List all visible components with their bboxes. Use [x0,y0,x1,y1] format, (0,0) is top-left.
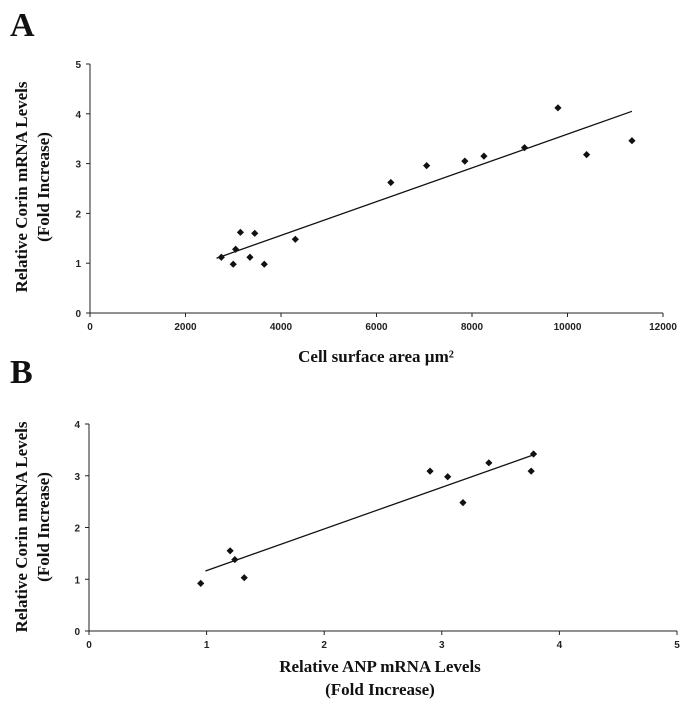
panel-a-data-point [583,151,591,159]
panel-a-x-tick-label: 0 [87,322,93,333]
panel-a-data-point [236,228,245,236]
panel-a-data-point [461,157,469,165]
panel-a-data-point [232,245,240,253]
panel-b-trendline [205,453,537,572]
panel-b-data-point [444,473,452,481]
panel-a-data-point [246,253,254,261]
panel-a-y-tick-label: 2 [75,209,81,220]
panel-b-x-axis-label-line2: (Fold Increase) [325,680,435,699]
panel-b-y-axis-label-line1: Relative Corin mRNA Levels [12,421,31,632]
panel-a-y-tick-label: 3 [75,160,81,171]
panel-a-data-point [251,229,259,237]
panel-b-data-point [529,450,538,458]
panel-a: A Relative Corin mRNA Levels (Fold Incre… [10,7,677,366]
panel-b-x-tick-label: 3 [439,640,445,651]
panel-b-x-tick-label: 4 [557,640,563,651]
panel-b-y-tick-label: 2 [74,524,80,535]
panel-b-x-tick-label: 1 [204,640,210,651]
panel-b-data-point [240,574,248,582]
panel-a-y-tick-label: 0 [75,309,81,320]
panel-letter-b: B [10,354,33,391]
panel-letter-a: A [10,7,35,44]
panel-a-x-tick-label: 12000 [649,322,677,333]
panel-b-x-tick-label: 2 [321,640,327,651]
panel-a-data-point [423,161,431,170]
panel-b: B Relative Corin mRNA Levels (Fold Incre… [10,354,680,699]
panel-b-x-axis-label-line1: Relative ANP mRNA Levels [279,657,481,676]
panel-a-y-tick-label: 5 [75,60,81,71]
panel-a-data-point [217,253,225,261]
panel-a-data-point [480,152,488,160]
panel-b-data-point [459,499,467,507]
panel-b-marks [197,450,538,587]
panel-a-ticks: 0 2000 4000 6000 8000 10000 12000 0 1 2 3 4 5 [75,60,677,333]
panel-b-data-point [485,459,493,467]
panel-a-x-tick-label: 4000 [270,322,293,333]
panel-a-data-point [387,178,395,187]
panel-a-y-tick-label: 4 [75,110,81,121]
panel-a-trendline [216,110,633,259]
panel-b-data-point [426,467,434,475]
panel-b-x-tick-label: 0 [86,640,92,651]
panel-a-data-point [260,260,268,268]
panel-a-data-point [291,235,299,243]
panel-a-x-tick-label: 6000 [365,322,388,333]
panel-b-y-tick-label: 0 [74,627,80,638]
panel-a-y-tick-label: 1 [75,259,81,270]
panel-a-data-point [628,137,636,145]
panel-b-data-point [527,467,535,475]
panel-a-y-axis-label-line1: Relative Corin mRNA Levels [12,81,31,292]
panel-b-data-point [226,547,234,555]
panel-a-x-tick-label: 10000 [554,322,582,333]
panel-a-data-point [520,144,529,152]
panel-a-x-axis-label: Cell surface area µm² [298,347,454,366]
panel-b-data-point [231,555,239,564]
panel-b-y-tick-label: 1 [74,575,80,586]
panel-a-x-tick-label: 8000 [461,322,484,333]
panel-b-y-tick-label: 4 [74,420,80,431]
panel-a-marks [216,104,636,268]
panel-a-data-point [554,104,562,112]
panel-b-y-tick-label: 3 [74,472,80,483]
panel-a-data-point [229,260,237,268]
panel-b-x-tick-label: 5 [674,640,680,651]
panel-b-data-point [197,579,205,587]
panel-b-y-axis-label-line2: (Fold Increase) [34,472,53,582]
panel-a-y-axis-label-line2: (Fold Increase) [34,132,53,242]
panel-a-x-tick-label: 2000 [174,322,197,333]
panel-b-ticks: 0 1 2 3 4 5 0 1 2 3 4 [74,420,680,651]
